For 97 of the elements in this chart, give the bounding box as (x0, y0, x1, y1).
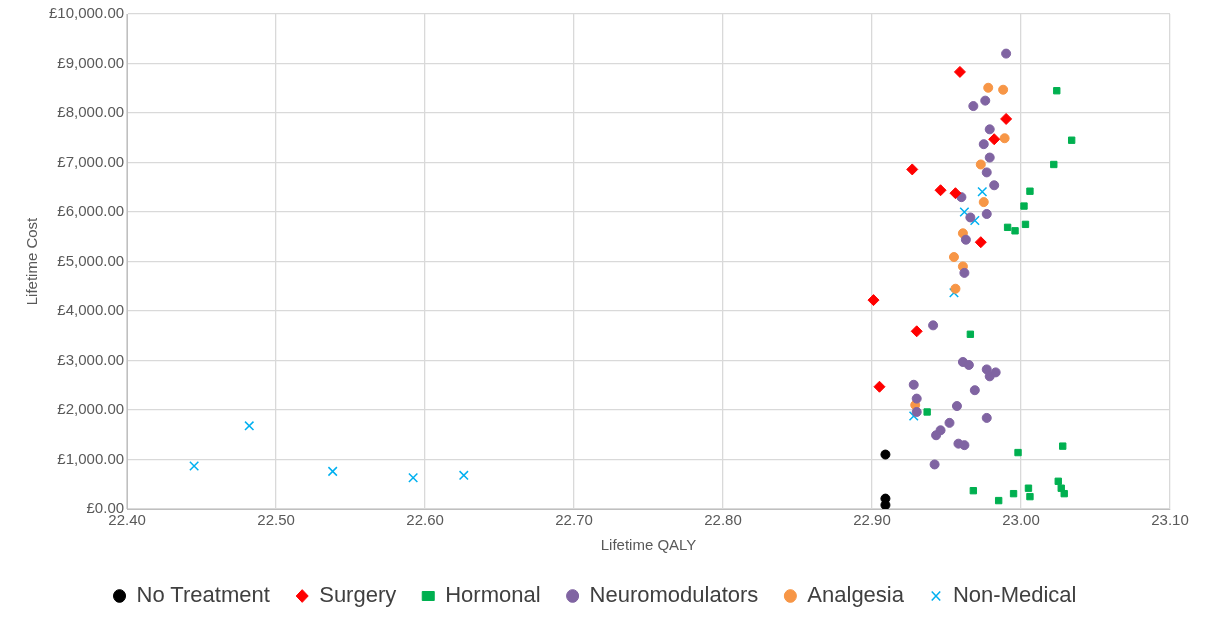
legend-label: Neuromodulators (589, 582, 759, 608)
point (981, 208, 992, 219)
y-tick-label: £4,000.00 (57, 301, 125, 319)
point (908, 379, 919, 390)
y-tick-label: £7,000.00 (57, 152, 125, 170)
point (928, 320, 939, 331)
point (906, 163, 919, 176)
point (968, 101, 979, 112)
x-tick-label: 22.60 (406, 511, 444, 529)
x-tick-label: 22.80 (704, 511, 742, 529)
y-tick-label: £2,000.00 (57, 400, 125, 418)
point (1060, 489, 1068, 498)
legend-label: Non-Medical (952, 582, 1077, 608)
point (1026, 187, 1034, 195)
point (1059, 442, 1067, 450)
point (910, 325, 923, 338)
point (948, 252, 959, 263)
y-tick-label: £9,000.00 (57, 53, 125, 71)
point (1067, 136, 1076, 144)
point (1053, 87, 1061, 95)
point (984, 152, 995, 163)
point (959, 440, 970, 451)
point (911, 406, 922, 417)
point (911, 393, 922, 404)
point (969, 385, 980, 396)
point (966, 330, 975, 338)
x-tick-label: 23.00 (1002, 511, 1040, 529)
point (189, 460, 200, 471)
point (923, 408, 931, 416)
point (950, 283, 961, 294)
point (1054, 477, 1062, 485)
point (1001, 48, 1012, 59)
point (244, 420, 255, 431)
x-tick-label: 22.70 (555, 511, 593, 529)
y-tick-label: £10,000.00 (49, 4, 125, 22)
point (988, 133, 1001, 146)
x-tick-label: 22.90 (853, 511, 891, 529)
point (1009, 489, 1018, 498)
point (873, 380, 886, 393)
y-tick-label: £3,000.00 (57, 350, 125, 368)
point (951, 401, 962, 412)
point (867, 294, 880, 307)
legend-label: Analgesia (807, 582, 905, 608)
point (949, 187, 962, 200)
point (1020, 202, 1028, 210)
legend-label: No Treatment (136, 582, 270, 608)
point (1003, 223, 1012, 232)
point (953, 65, 966, 78)
point (327, 466, 338, 477)
point (929, 459, 940, 470)
point (969, 487, 978, 495)
point (960, 234, 971, 245)
point (1021, 220, 1030, 229)
y-axis-title: Lifetime Cost (23, 216, 41, 306)
point (458, 470, 469, 481)
y-tick-label: £6,000.00 (57, 202, 125, 220)
point (931, 430, 942, 441)
point (977, 186, 988, 197)
point (984, 124, 995, 135)
point (959, 207, 970, 217)
y-tick-label: £5,000.00 (57, 251, 125, 269)
point (975, 159, 986, 170)
point (994, 496, 1003, 505)
point (963, 359, 974, 370)
point (408, 472, 419, 483)
point (983, 82, 994, 93)
point (978, 139, 989, 150)
point (1050, 160, 1058, 169)
point (978, 197, 989, 208)
point (1014, 448, 1022, 457)
point (959, 267, 970, 278)
point (1024, 484, 1033, 492)
point (999, 133, 1010, 144)
point (908, 410, 919, 421)
point (934, 184, 947, 197)
point (980, 95, 991, 106)
x-axis-title: Lifetime QALY (600, 536, 697, 554)
point (981, 412, 992, 423)
point (880, 449, 891, 460)
point (989, 180, 1000, 191)
point (974, 236, 987, 249)
y-tick-label: £1,000.00 (57, 449, 125, 467)
point (981, 167, 992, 178)
point (965, 212, 976, 223)
x-tick-label: 23.10 (1151, 511, 1189, 529)
legend-label: Hormonal (445, 582, 541, 608)
legend-label: Surgery (319, 582, 397, 608)
point (1026, 492, 1034, 501)
point (1011, 227, 1019, 235)
x-tick-label: 22.50 (257, 511, 295, 529)
point (969, 215, 980, 226)
point (944, 417, 955, 428)
y-tick-label: £8,000.00 (57, 103, 125, 121)
point (990, 367, 1001, 378)
point (998, 84, 1009, 95)
point (1000, 112, 1013, 125)
point (880, 500, 891, 509)
